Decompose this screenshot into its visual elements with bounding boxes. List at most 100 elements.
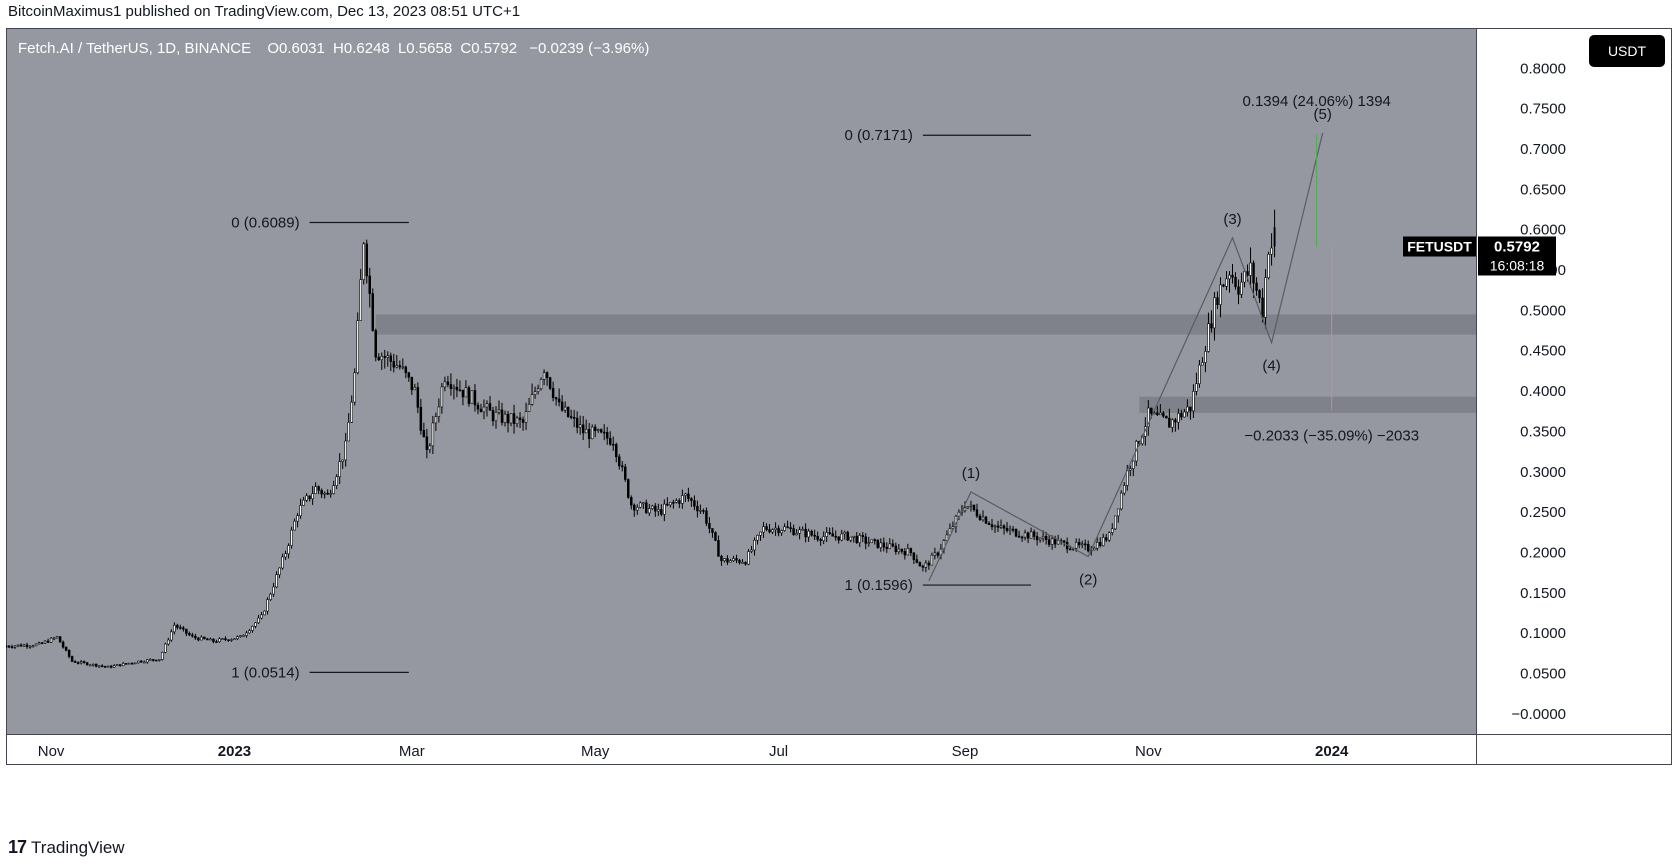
wave-label-2: (2) — [1079, 571, 1097, 588]
candle-body — [314, 486, 317, 494]
candle-body — [383, 356, 387, 358]
candle-body — [575, 417, 579, 428]
candle-body — [729, 560, 732, 563]
candle-body — [1114, 515, 1117, 530]
candle-body — [527, 404, 531, 412]
time-tick-label: Nov — [38, 743, 65, 760]
candle-body — [431, 422, 435, 447]
support-zones — [375, 314, 1476, 413]
candle-body — [681, 495, 684, 504]
candle-body — [783, 526, 786, 531]
candle-body — [834, 535, 837, 538]
candle-body — [846, 531, 849, 541]
tradingview-logo[interactable]: 17 TradingView — [8, 837, 125, 858]
symbol-tag-bg — [1403, 236, 1476, 257]
candle-body — [924, 562, 928, 568]
candle-body — [921, 565, 925, 568]
candle-body — [254, 622, 257, 627]
price-tick-label: 0.8000 — [1520, 60, 1566, 77]
candle-body — [209, 638, 212, 641]
candle-body — [705, 510, 708, 524]
candle-body — [494, 411, 498, 422]
candle-body — [470, 390, 474, 404]
price-tick-label: 0.5000 — [1520, 302, 1566, 319]
candle-body — [1246, 271, 1249, 276]
candle-body — [810, 530, 813, 536]
candle-body — [1249, 262, 1252, 276]
candle-body — [636, 507, 639, 511]
candle-body — [1038, 537, 1042, 541]
candle-body — [1032, 531, 1036, 537]
candle-body — [1195, 383, 1198, 392]
currency-button[interactable]: USDT — [1589, 35, 1665, 67]
candle-body — [756, 535, 759, 541]
price-tick-label: 0.2000 — [1520, 544, 1566, 561]
candle-body — [1050, 538, 1054, 545]
candle-body — [720, 556, 723, 562]
candle-body — [443, 381, 447, 388]
candle-body — [569, 416, 573, 418]
candle-body — [867, 542, 870, 544]
candle-body — [539, 379, 543, 390]
candle-body — [290, 529, 293, 546]
candle-body — [452, 386, 456, 389]
candle-body — [218, 638, 221, 643]
candle-body — [115, 664, 119, 666]
candle-body — [717, 540, 720, 557]
candle-body — [365, 243, 368, 277]
candle-body — [6, 645, 8, 648]
candle-body — [795, 533, 798, 536]
candle-body — [738, 559, 741, 563]
last-candle-body — [1273, 227, 1276, 247]
candle-body — [762, 526, 765, 533]
candle-body — [1165, 415, 1168, 419]
candle-body — [37, 642, 41, 645]
candle-body — [464, 387, 468, 398]
candle-body — [1228, 274, 1231, 280]
target-label-green: 0.1394 (24.06%) 1394 — [1242, 93, 1390, 110]
candle-body — [1086, 544, 1090, 552]
candle-body — [1108, 532, 1111, 541]
candle-body — [509, 413, 513, 424]
candle-body — [404, 366, 408, 374]
candle-body — [624, 466, 627, 480]
candle-body — [744, 562, 747, 565]
price-tick-label: 0.4500 — [1520, 343, 1566, 360]
candle-body — [837, 536, 840, 541]
price-chart[interactable]: 0 (0.6089) 1 (0.0514) 0 (0.7171) 1 (0.1596)… — [6, 28, 1672, 824]
candle-body — [1029, 531, 1033, 539]
candle-body — [248, 630, 251, 634]
candle-body — [663, 503, 666, 515]
candle-body — [554, 397, 558, 400]
candle-body — [1147, 407, 1150, 427]
candle-body — [1225, 278, 1228, 287]
candle-body — [855, 535, 858, 544]
candle-body — [170, 631, 173, 641]
price-tick-label: 0.3500 — [1520, 423, 1566, 440]
candle-body — [1062, 540, 1066, 543]
symbol-tag: FETUSDT — [1407, 238, 1472, 254]
time-tick-label: 2024 — [1315, 743, 1349, 760]
candle-body — [618, 456, 621, 467]
candle-body — [1026, 532, 1030, 539]
candle-body — [849, 536, 852, 541]
candle-body — [578, 424, 582, 428]
candle-body — [449, 384, 453, 389]
candle-body — [1180, 413, 1183, 418]
elliott-waves: (1) (2) (3) (4) (5) — [928, 106, 1332, 588]
candle-body — [299, 505, 302, 517]
candle-body — [753, 539, 756, 551]
candle-body — [999, 525, 1003, 528]
candle-body — [879, 542, 883, 549]
candle-body — [359, 279, 362, 321]
candle-body — [374, 330, 377, 358]
candle-body — [1216, 297, 1219, 306]
candle-body — [49, 637, 53, 643]
candle-body — [726, 558, 729, 563]
legend-low: 0.5658 — [406, 40, 453, 57]
candle-body — [936, 552, 940, 556]
candle-body — [149, 659, 152, 661]
candle-body — [548, 377, 552, 389]
candle-body — [344, 440, 347, 461]
price-tick-label: 0.1500 — [1520, 585, 1566, 602]
